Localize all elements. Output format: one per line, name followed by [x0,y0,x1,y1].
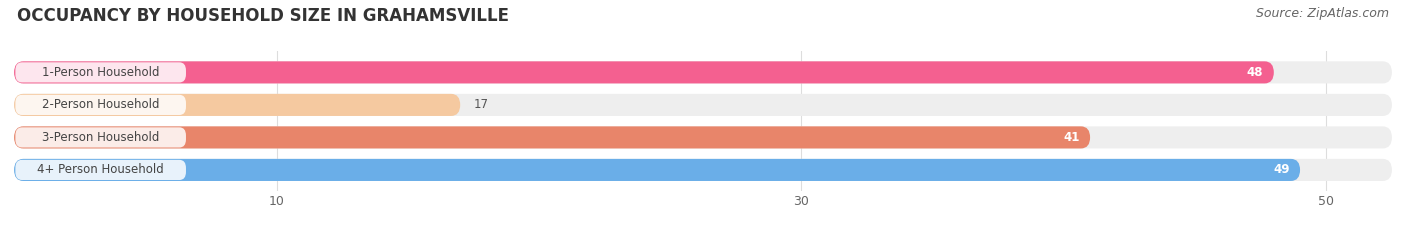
FancyBboxPatch shape [14,94,460,116]
Text: 3-Person Household: 3-Person Household [42,131,159,144]
Text: 2-Person Household: 2-Person Household [42,98,159,111]
Text: 48: 48 [1247,66,1264,79]
Text: 4+ Person Household: 4+ Person Household [38,163,165,176]
Text: 41: 41 [1063,131,1080,144]
FancyBboxPatch shape [14,94,1392,116]
Text: 17: 17 [474,98,488,111]
FancyBboxPatch shape [14,159,1392,181]
FancyBboxPatch shape [15,95,186,115]
FancyBboxPatch shape [15,160,186,180]
FancyBboxPatch shape [15,62,186,82]
Text: 1-Person Household: 1-Person Household [42,66,159,79]
FancyBboxPatch shape [14,126,1090,148]
Text: OCCUPANCY BY HOUSEHOLD SIZE IN GRAHAMSVILLE: OCCUPANCY BY HOUSEHOLD SIZE IN GRAHAMSVI… [17,7,509,25]
Text: Source: ZipAtlas.com: Source: ZipAtlas.com [1256,7,1389,20]
FancyBboxPatch shape [14,61,1274,83]
FancyBboxPatch shape [14,126,1392,148]
Text: 49: 49 [1272,163,1289,176]
FancyBboxPatch shape [14,61,1392,83]
FancyBboxPatch shape [14,159,1301,181]
FancyBboxPatch shape [15,127,186,147]
